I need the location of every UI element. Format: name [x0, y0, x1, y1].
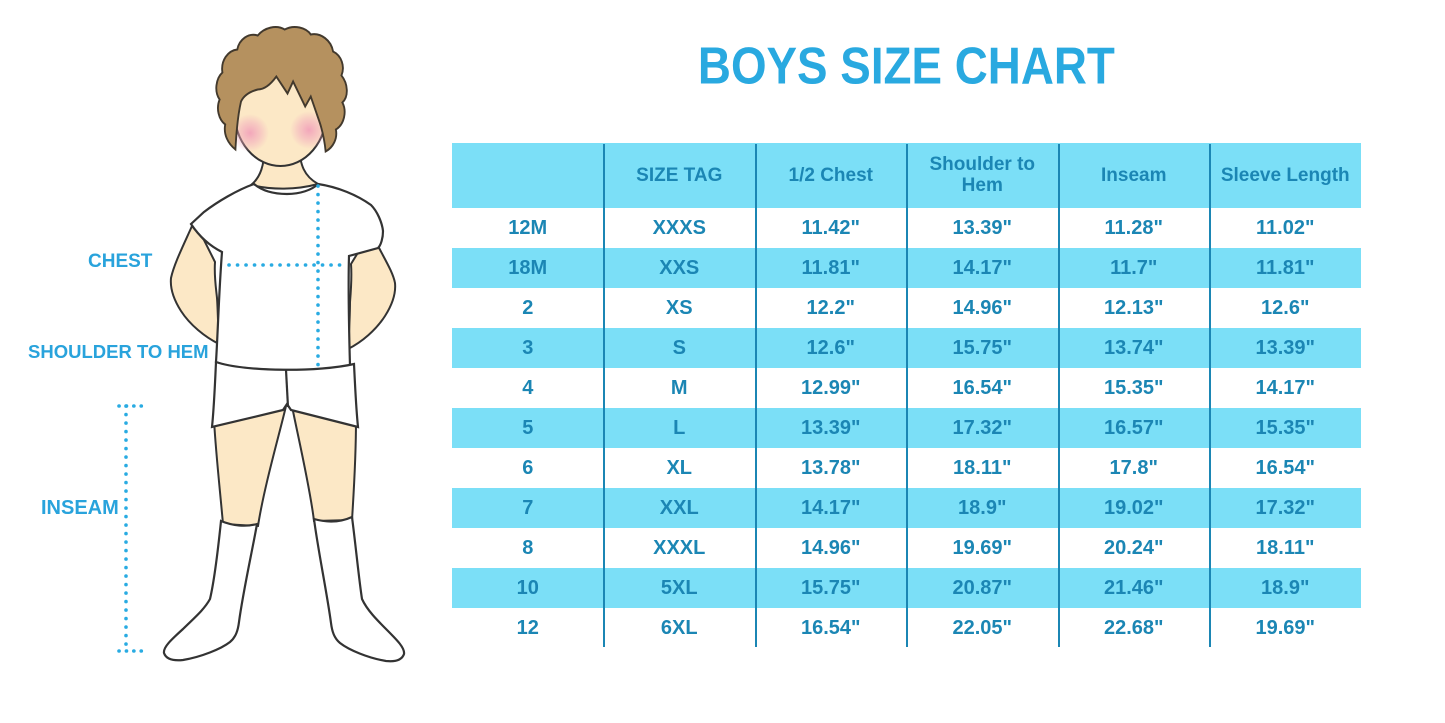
svg-text:CHEST: CHEST [88, 251, 153, 272]
svg-text:INSEAM: INSEAM [41, 497, 119, 519]
svg-text:SHOULDER TO HEM: SHOULDER TO HEM [28, 341, 209, 362]
svg-text:BOYS SIZE CHART: BOYS SIZE CHART [698, 38, 1115, 96]
